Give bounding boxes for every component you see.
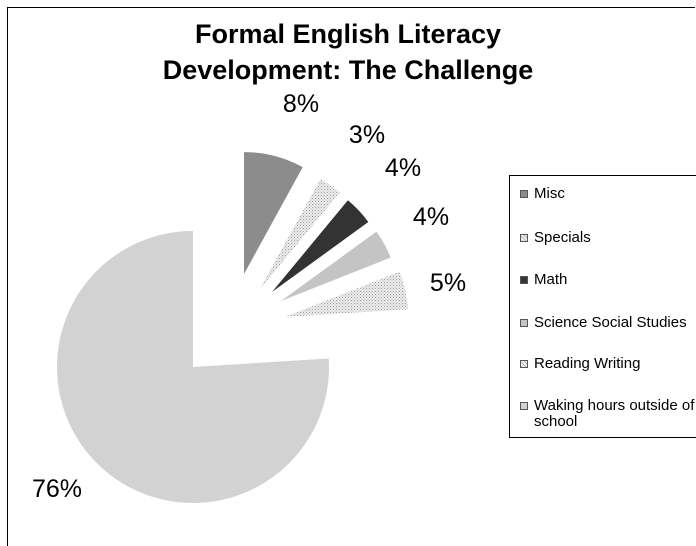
data-label-science-social-studies: 4% bbox=[413, 203, 449, 231]
legend-label: Math bbox=[534, 271, 568, 288]
pie-slice-waking-hours-outside-of-school bbox=[56, 231, 329, 503]
chart-frame bbox=[7, 7, 695, 546]
data-label-waking-hours-outside-of-school: 76% bbox=[32, 475, 82, 503]
pie-slice-specials bbox=[260, 179, 340, 289]
pie-slice-math bbox=[272, 200, 369, 292]
legend-label: Reading Writing bbox=[534, 355, 641, 372]
data-label-reading-writing: 5% bbox=[430, 269, 466, 297]
legend-label: Waking hours outside of school bbox=[534, 397, 695, 430]
legend-label: Specials bbox=[534, 229, 591, 246]
chart-title-line-1: Formal English Literacy bbox=[194, 19, 502, 49]
pie-slice-misc bbox=[244, 152, 303, 274]
legend-swatch bbox=[520, 402, 528, 410]
chart-title: Formal English Literacy Development: The… bbox=[0, 16, 696, 88]
chart-title-line-2: Development: The Challenge bbox=[162, 55, 534, 85]
legend-label: Science Social Studies bbox=[534, 314, 687, 331]
data-label-specials: 3% bbox=[349, 121, 385, 149]
pie-slice-science-social-studies bbox=[281, 231, 391, 301]
legend-swatch bbox=[520, 319, 528, 327]
pie-slice-reading-writing bbox=[285, 271, 409, 317]
legend-swatch bbox=[520, 276, 528, 284]
legend-swatch bbox=[520, 360, 528, 368]
data-label-math: 4% bbox=[385, 154, 421, 182]
chart-legend: Misc Specials Math Science Social Studies Re… bbox=[509, 175, 696, 438]
data-label-misc: 8% bbox=[283, 90, 319, 118]
legend-swatch bbox=[520, 190, 528, 198]
legend-swatch bbox=[520, 234, 528, 242]
legend-label: Misc bbox=[534, 185, 565, 202]
